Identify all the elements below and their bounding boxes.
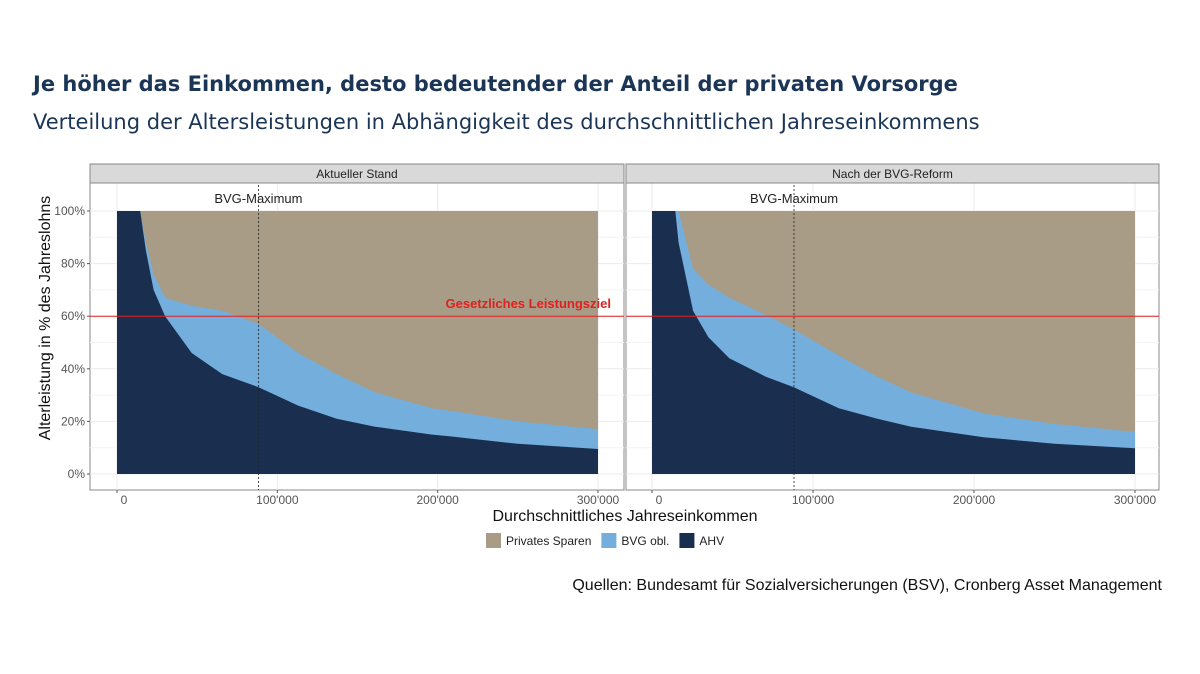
y-tick-label: 100% xyxy=(54,204,85,218)
facet-title: Aktueller Stand xyxy=(316,167,397,181)
x-tick-label: 0 xyxy=(121,493,128,507)
x-tick-label: 200'000 xyxy=(416,493,459,507)
facet-title: Nach der BVG-Reform xyxy=(832,167,953,181)
legend-swatch-bvg xyxy=(601,533,617,548)
bvg-maximum-label: BVG-Maximum xyxy=(214,191,302,206)
legend: Privates Sparen BVG obl. AHV xyxy=(486,533,724,548)
x-tick-label: 100'000 xyxy=(792,493,835,507)
facet-strip xyxy=(625,163,1160,184)
x-tick-label: 200'000 xyxy=(953,493,996,507)
chart-title: Je höher das Einkommen, desto bedeutende… xyxy=(33,72,958,96)
legend-label-ahv: AHV xyxy=(699,534,724,548)
area-ahv xyxy=(652,211,1135,474)
chart-subtitle: Verteilung der Altersleistungen in Abhän… xyxy=(33,110,980,134)
bvg-maximum-label: BVG-Maximum xyxy=(750,191,838,206)
y-tick-label: 0% xyxy=(68,467,86,481)
y-tick-label: 20% xyxy=(61,414,85,428)
area-ahv xyxy=(117,211,598,474)
x-tick-label: 300'000 xyxy=(1114,493,1157,507)
legend-swatch-ahv xyxy=(679,533,695,548)
y-tick-label: 60% xyxy=(61,309,85,323)
y-tick-label: 40% xyxy=(61,362,85,376)
y-tick-label: 80% xyxy=(61,257,85,271)
target-label: Gesetzliches Leistungsziel xyxy=(446,296,611,311)
x-axis-label: Durchschnittliches Jahreseinkommen xyxy=(493,508,758,525)
legend-swatch-privates xyxy=(486,533,501,548)
y-axis-label: Alterleistung in % des Jahreslohns xyxy=(37,196,54,441)
legend-label-privates: Privates Sparen xyxy=(506,534,591,548)
x-tick-label: 0 xyxy=(656,493,663,507)
facet-strip xyxy=(89,163,625,184)
source-note: Quellen: Bundesamt für Sozialversicherun… xyxy=(572,577,1162,594)
x-tick-label: 300'000 xyxy=(577,493,620,507)
panel-0: BVG-Maximum Gesetzliches Leistungsziel Akt… xyxy=(54,163,625,507)
legend-label-bvg: BVG obl. xyxy=(621,534,669,548)
panel-1: BVG-Maximum Nach der BVG-Reform 0 100'000 20… xyxy=(625,163,1160,507)
x-tick-label: 100'000 xyxy=(256,493,299,507)
